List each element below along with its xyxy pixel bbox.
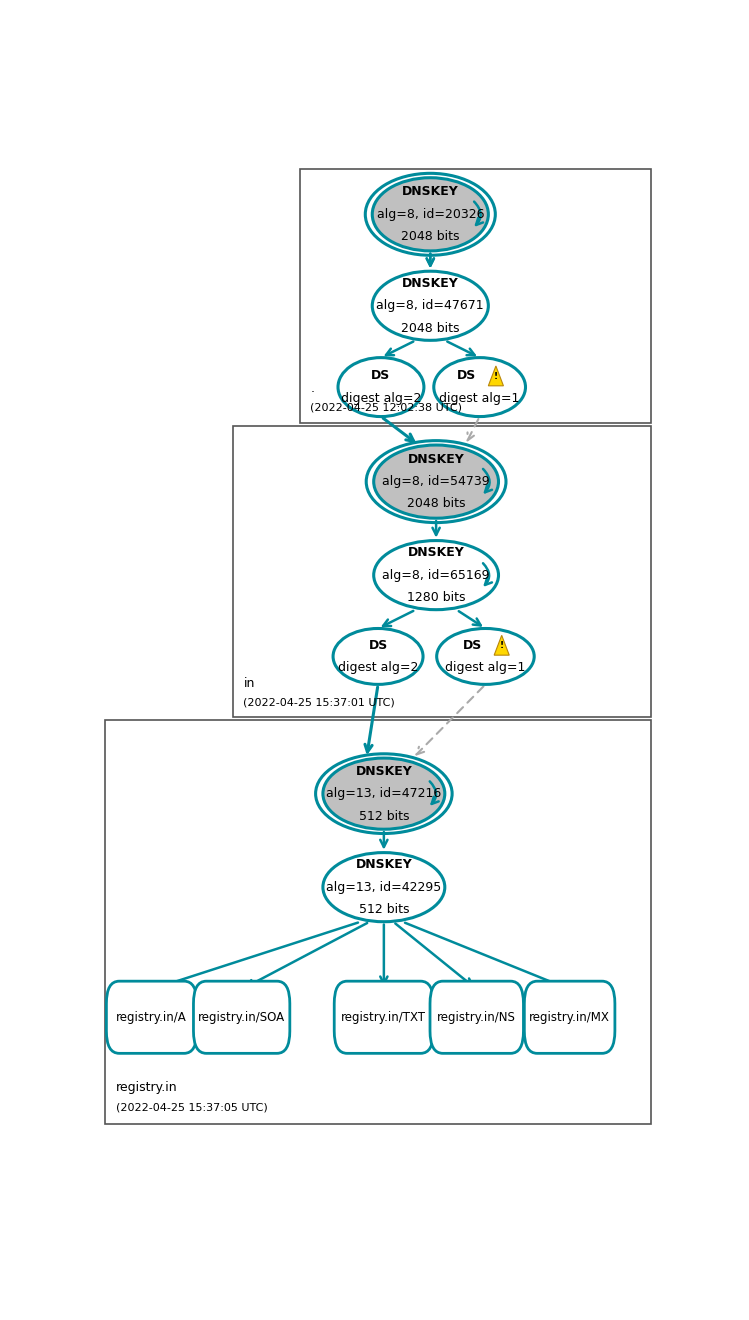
FancyBboxPatch shape <box>524 981 615 1053</box>
Text: alg=8, id=47671: alg=8, id=47671 <box>377 300 484 313</box>
Text: .: . <box>310 383 314 395</box>
Text: 2048 bits: 2048 bits <box>401 322 460 335</box>
Text: !: ! <box>494 372 498 381</box>
Text: DS: DS <box>369 639 388 652</box>
Text: (2022-04-25 12:02:38 UTC): (2022-04-25 12:02:38 UTC) <box>310 403 462 412</box>
Text: !: ! <box>500 642 504 651</box>
FancyArrowPatch shape <box>430 781 439 804</box>
FancyArrowPatch shape <box>483 469 492 492</box>
FancyBboxPatch shape <box>193 981 290 1053</box>
Text: DS: DS <box>372 370 390 383</box>
FancyBboxPatch shape <box>334 981 434 1053</box>
Text: 1280 bits: 1280 bits <box>407 591 465 605</box>
Ellipse shape <box>372 271 488 341</box>
FancyBboxPatch shape <box>106 981 197 1053</box>
Ellipse shape <box>323 853 445 921</box>
Text: registry.in/SOA: registry.in/SOA <box>198 1011 285 1024</box>
Text: 512 bits: 512 bits <box>359 903 409 916</box>
Bar <box>300 169 651 422</box>
Text: DS: DS <box>463 639 482 652</box>
Text: 2048 bits: 2048 bits <box>407 498 465 511</box>
Text: registry.in/MX: registry.in/MX <box>530 1011 610 1024</box>
Text: (2022-04-25 15:37:05 UTC): (2022-04-25 15:37:05 UTC) <box>115 1102 267 1113</box>
FancyArrowPatch shape <box>483 564 492 585</box>
Text: registry.in/TXT: registry.in/TXT <box>342 1011 426 1024</box>
Text: alg=13, id=42295: alg=13, id=42295 <box>327 880 441 894</box>
FancyArrowPatch shape <box>474 202 483 224</box>
Text: DNSKEY: DNSKEY <box>356 764 412 777</box>
Text: DNSKEY: DNSKEY <box>402 185 458 198</box>
Text: digest alg=1: digest alg=1 <box>440 392 520 405</box>
Ellipse shape <box>323 758 445 829</box>
Text: digest alg=2: digest alg=2 <box>338 661 418 675</box>
Text: in: in <box>243 677 255 690</box>
Text: alg=13, id=47216: alg=13, id=47216 <box>327 787 441 800</box>
FancyBboxPatch shape <box>430 981 524 1053</box>
Polygon shape <box>494 635 509 655</box>
Text: DNSKEY: DNSKEY <box>356 858 412 871</box>
Ellipse shape <box>437 628 534 684</box>
Text: digest alg=2: digest alg=2 <box>341 392 421 405</box>
Ellipse shape <box>434 358 526 417</box>
Text: digest alg=1: digest alg=1 <box>445 661 526 675</box>
Text: (2022-04-25 15:37:01 UTC): (2022-04-25 15:37:01 UTC) <box>243 697 395 708</box>
Text: registry.in/A: registry.in/A <box>116 1011 187 1024</box>
Text: DNSKEY: DNSKEY <box>407 546 464 560</box>
Text: DNSKEY: DNSKEY <box>407 453 464 466</box>
Bar <box>233 426 651 718</box>
Ellipse shape <box>338 358 424 417</box>
Ellipse shape <box>374 541 499 610</box>
Text: DNSKEY: DNSKEY <box>402 277 458 290</box>
Text: 2048 bits: 2048 bits <box>401 230 460 243</box>
Text: alg=8, id=20326: alg=8, id=20326 <box>377 207 484 220</box>
Text: 512 bits: 512 bits <box>359 809 409 822</box>
Text: registry.in: registry.in <box>115 1081 178 1094</box>
Ellipse shape <box>374 445 499 519</box>
Ellipse shape <box>372 178 488 251</box>
Bar <box>105 721 651 1125</box>
Text: alg=8, id=54739: alg=8, id=54739 <box>382 475 490 488</box>
Ellipse shape <box>333 628 423 684</box>
Polygon shape <box>488 366 503 385</box>
Text: DS: DS <box>457 370 476 383</box>
Text: alg=8, id=65169: alg=8, id=65169 <box>382 569 490 582</box>
Text: registry.in/NS: registry.in/NS <box>437 1011 516 1024</box>
